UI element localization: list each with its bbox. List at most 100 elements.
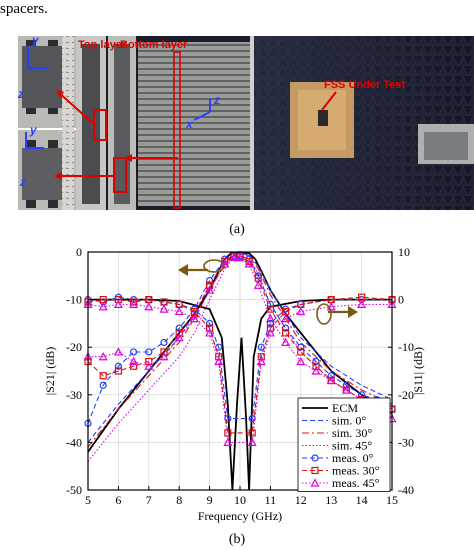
data-point <box>174 306 184 316</box>
data-point <box>175 329 183 337</box>
legend-marker <box>311 466 319 475</box>
legend-label: meas. 0° <box>332 451 374 465</box>
data-point <box>253 280 263 289</box>
data-point <box>174 332 184 342</box>
data-point <box>282 329 290 337</box>
data-point <box>266 300 274 308</box>
data-point <box>159 351 169 361</box>
axis-z-3: z <box>213 93 220 107</box>
x-tick-label: 14 <box>356 493 368 507</box>
data-point <box>145 348 153 356</box>
series-s11-1 <box>88 298 392 491</box>
data-point <box>215 353 223 361</box>
data-point <box>296 356 306 366</box>
y-right-tick-label: -40 <box>398 483 414 497</box>
legend-label: sim. 0° <box>332 414 366 428</box>
data-point <box>244 259 254 268</box>
fss-under-test-label: FSS Under Test <box>324 79 405 91</box>
fss-test-arrow <box>321 91 337 111</box>
data-point <box>206 276 214 285</box>
photo-annotations: Top layer Bottom layer FSS Under Test <box>54 39 405 209</box>
x-tick-label: 11 <box>265 493 277 507</box>
legend-label: meas. 30° <box>332 464 380 478</box>
axis-z-1: z <box>18 87 24 101</box>
axis-x-3: x <box>185 117 194 131</box>
axis-indicator-arrows <box>178 259 358 325</box>
y-right-tick-label: -30 <box>398 435 414 449</box>
legend-label: meas. 45° <box>332 476 380 490</box>
photo-axes: y z y z z x <box>18 36 220 189</box>
data-point <box>206 319 214 328</box>
data-point <box>224 429 232 437</box>
data-point <box>206 281 214 289</box>
y-left-tick-label: -40 <box>66 435 82 449</box>
s11-arrow-head <box>348 306 358 318</box>
top-layer-arrow <box>57 91 97 127</box>
x-tick-label: 6 <box>115 493 121 507</box>
y-left-tick-label: -50 <box>66 483 82 497</box>
anechoic-chamber <box>254 36 474 210</box>
body-text-fragment: spacers. <box>0 1 48 17</box>
data-point <box>235 252 245 262</box>
data-point <box>129 299 139 308</box>
series-s21-3 <box>87 253 393 448</box>
s21-arrow-head <box>178 264 188 276</box>
data-point <box>98 301 108 311</box>
series-line <box>88 298 392 491</box>
x-tick-label: 9 <box>207 493 213 507</box>
layer-strips <box>76 36 136 210</box>
data-point <box>144 301 154 311</box>
series-line <box>87 303 392 443</box>
y-right-tick-label: -10 <box>398 340 414 354</box>
data-point <box>160 338 168 347</box>
legend-label: sim. 30° <box>332 426 372 440</box>
series-s21-2 <box>87 252 393 443</box>
data-point <box>114 295 123 304</box>
axis-y-1: y <box>31 36 40 47</box>
y-left-tick-label: 0 <box>76 245 82 259</box>
x-tick-label: 15 <box>386 493 398 507</box>
figure-b-caption: (b) <box>228 532 246 547</box>
s11-indicator-ellipse <box>316 303 332 325</box>
data-point <box>266 319 274 328</box>
data-point <box>175 324 183 332</box>
data-point <box>144 361 154 370</box>
legend-marker <box>311 454 319 462</box>
y-right-tick-label: 10 <box>398 245 410 259</box>
ruler <box>62 36 74 210</box>
data-point <box>326 375 336 385</box>
fss-column-box <box>173 51 181 209</box>
data-point <box>312 362 320 370</box>
data-point <box>265 313 275 323</box>
data-point <box>245 257 253 266</box>
axis-z-2: z <box>19 175 26 189</box>
chart-ticks: 5 6 7 8 9 10 11 12 13 14 15 0 -10 -20 -30 -40 -50 10 0 -10 -… <box>66 245 414 507</box>
data-point <box>266 324 274 332</box>
x-axis-label: Frequency (GHz) <box>198 509 282 523</box>
data-point <box>281 337 291 347</box>
data-point <box>266 305 274 313</box>
data-point <box>130 348 138 356</box>
x-tick-label: 10 <box>234 493 246 507</box>
y-left-tick-label: -10 <box>66 293 82 307</box>
data-point <box>248 415 256 423</box>
legend-marker <box>310 478 320 487</box>
data-point <box>327 372 335 380</box>
y-right-tick-label: -20 <box>398 388 414 402</box>
data-point <box>214 356 224 366</box>
data-point <box>281 313 291 323</box>
data-point <box>311 366 321 375</box>
legend-box <box>297 397 391 492</box>
data-point <box>130 298 138 306</box>
data-point <box>257 353 265 361</box>
fss-photo-svg: Top layer Bottom layer FSS Under Test y … <box>18 36 474 210</box>
series-line <box>87 296 393 434</box>
data-point <box>357 299 367 308</box>
data-point <box>256 356 266 366</box>
data-point <box>297 343 305 351</box>
data-point <box>248 429 256 437</box>
data-point <box>247 437 257 446</box>
data-point <box>223 437 233 446</box>
series-line <box>87 253 393 448</box>
